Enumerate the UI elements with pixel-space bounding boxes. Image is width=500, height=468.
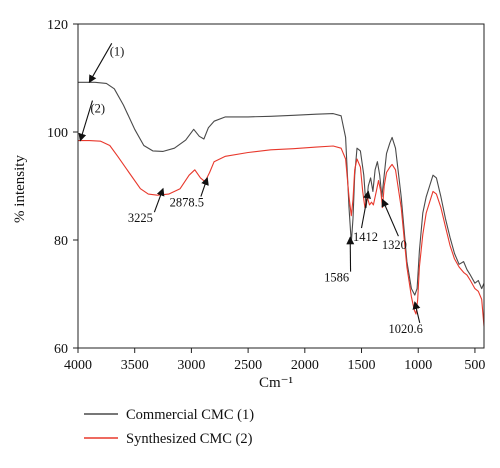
x-tick-label-4000: 4000	[64, 358, 92, 373]
series-line-1	[78, 81, 485, 296]
series-line-2	[78, 140, 485, 327]
y-tick-label-60: 60	[54, 342, 68, 357]
y-axis-title: % intensity	[12, 155, 28, 223]
legend: Commercial CMC (1) Synthesized CMC (2)	[84, 407, 254, 447]
y-tick-label-80: 80	[54, 234, 68, 249]
x-tick-label-2000: 2000	[291, 358, 319, 373]
annotation-label-6: 1412	[353, 230, 378, 244]
legend-label-2: Synthesized CMC (2)	[126, 431, 253, 447]
annotation-arrow-4	[200, 176, 209, 197]
annotation-label-4: 2878.5	[170, 196, 204, 210]
y-tick-label-100: 100	[47, 126, 68, 141]
x-tick-label-1000: 1000	[404, 358, 432, 373]
x-tick-label-1500: 1500	[348, 358, 376, 373]
x-tick-label-3500: 3500	[121, 358, 149, 373]
annotation-label-7: 1320	[382, 238, 407, 252]
x-tick-label-2500: 2500	[234, 358, 262, 373]
x-tick-label-500: 500	[464, 358, 485, 373]
annotation-arrow-7	[381, 198, 399, 237]
annotation-label-5: 1586	[324, 271, 349, 285]
legend-label-1: Commercial CMC (1)	[126, 407, 254, 423]
annotation-label-8: 1020.6	[389, 322, 423, 336]
annotation-arrow-6	[360, 190, 371, 229]
annotation-arrow-8	[412, 301, 421, 324]
annotation-arrow-1	[88, 43, 113, 84]
annotation-label-2: (2)	[90, 102, 105, 116]
y-tick-label-120: 120	[47, 18, 68, 33]
annotation-arrow-2	[78, 100, 94, 142]
x-tick-label-3000: 3000	[177, 358, 205, 373]
x-axis-title: Cm⁻¹	[259, 375, 293, 391]
annotation-label-1: (1)	[110, 44, 125, 58]
plot-frame	[77, 23, 485, 349]
annotation-arrow-3	[153, 187, 165, 213]
annotation-label-3: 3225	[128, 211, 153, 225]
plot-area	[78, 81, 485, 327]
